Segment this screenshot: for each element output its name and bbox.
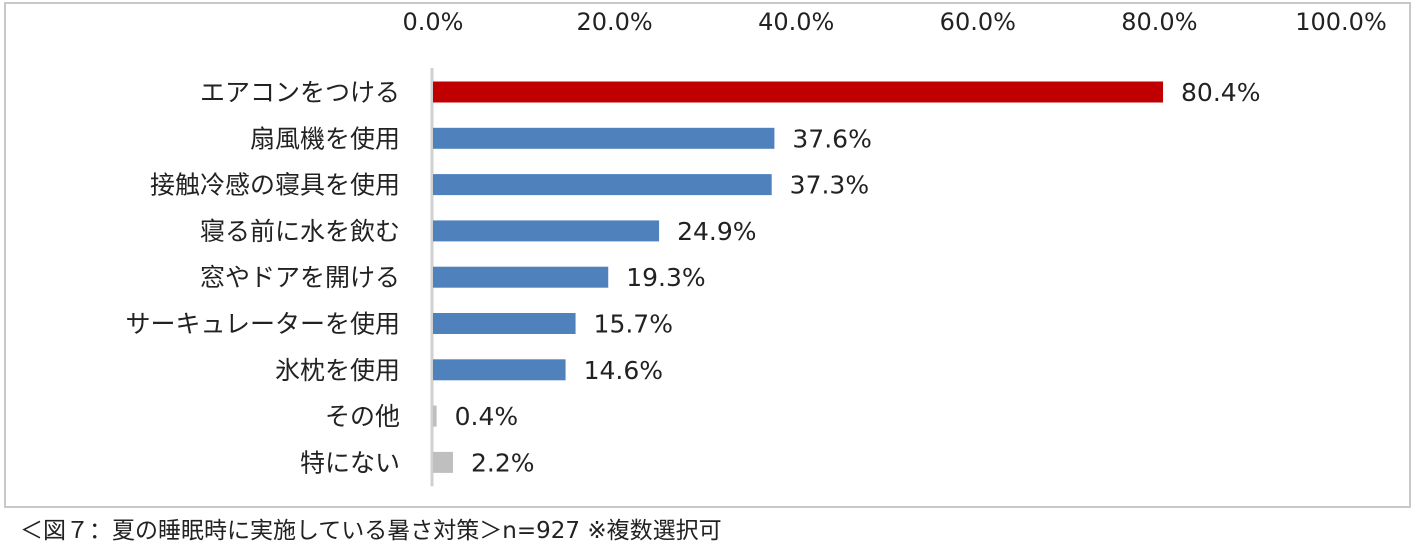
x-axis-ticks: 0.0% 20.0% 40.0% 60.0% 80.0% 100.0% <box>403 8 1387 36</box>
x-tick-label: 0.0% <box>403 8 464 36</box>
x-tick-label: 20.0% <box>576 8 652 36</box>
bars <box>433 81 1164 473</box>
category-label: 扇風機を使用 <box>250 124 400 153</box>
value-label: 24.9% <box>677 217 756 246</box>
x-tick-label: 40.0% <box>758 8 834 36</box>
value-labels: 80.4% 37.6% 37.3% 24.9% 19.3% 15.7% 14.6% 0.4% 2… <box>455 78 1261 477</box>
value-label: 15.7% <box>594 310 673 339</box>
value-label: 37.6% <box>792 124 871 153</box>
value-label: 0.4% <box>455 402 519 431</box>
bar <box>433 359 566 381</box>
x-tick-label: 60.0% <box>940 8 1016 36</box>
bar <box>433 451 453 473</box>
bar <box>433 174 772 196</box>
bar <box>433 266 609 288</box>
category-label: 特にない <box>300 448 400 477</box>
value-label: 14.6% <box>584 356 663 385</box>
figure-caption: ＜図７：夏の睡眠時に実施している暑さ対策＞n=927 ※複数選択可 <box>20 518 722 544</box>
category-label: その他 <box>325 402 400 431</box>
category-label: 接触冷感の寝具を使用 <box>150 171 400 200</box>
bar <box>433 313 576 334</box>
category-labels: エアコンをつける扇風機を使用接触冷感の寝具を使用寝る前に水を飲む窓やドアを開ける… <box>125 78 400 477</box>
bar <box>433 220 660 242</box>
category-label: 寝る前に水を飲む <box>200 217 400 246</box>
category-label: エアコンをつける <box>200 78 400 107</box>
category-label: サーキュレーターを使用 <box>125 310 400 339</box>
x-tick-label: 80.0% <box>1121 8 1197 36</box>
value-label: 80.4% <box>1181 78 1260 107</box>
category-label: 窓やドアを開ける <box>200 263 400 292</box>
bar <box>433 81 1164 103</box>
value-label: 2.2% <box>471 448 535 477</box>
category-label: 氷枕を使用 <box>275 356 400 385</box>
value-label: 37.3% <box>790 171 869 200</box>
bar <box>433 405 437 427</box>
x-tick-label: 100.0% <box>1295 8 1387 36</box>
bar <box>433 127 775 149</box>
value-label: 19.3% <box>626 263 705 292</box>
